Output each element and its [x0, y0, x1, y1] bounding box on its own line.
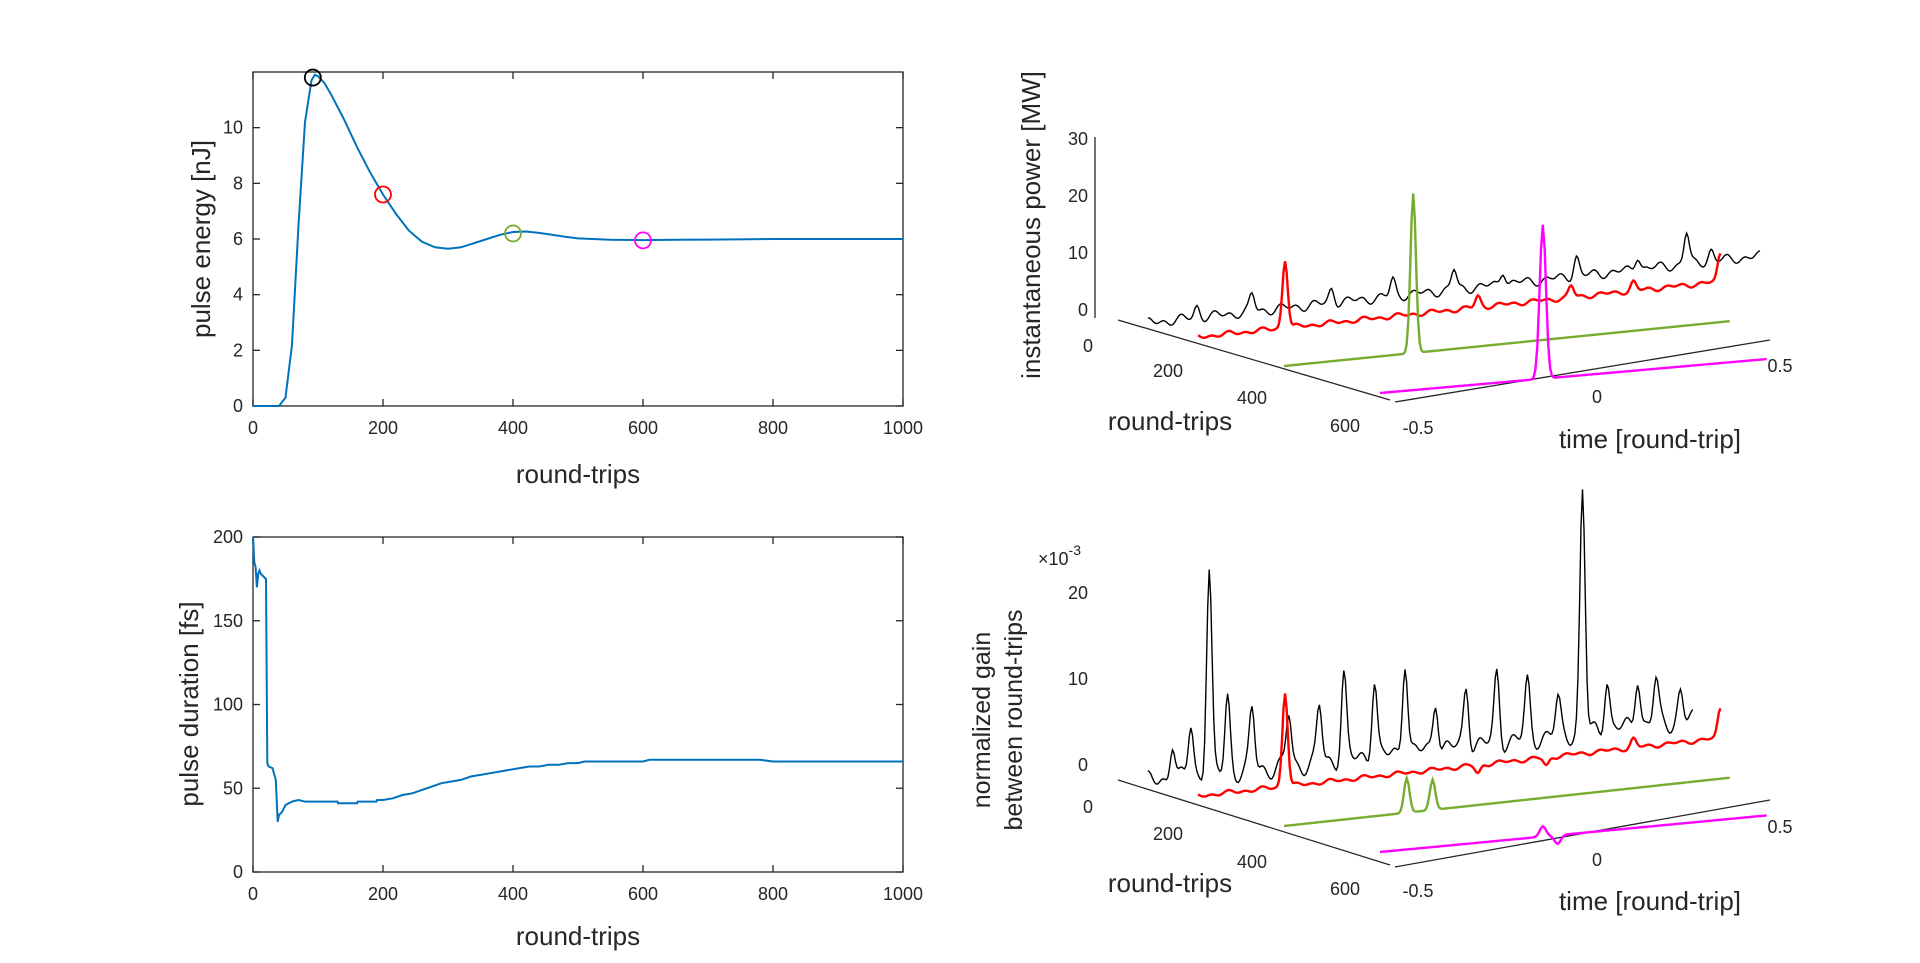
power-time-tick: -0.5 [1402, 418, 1433, 438]
gain-xlabel: time [round-trip] [1559, 886, 1741, 916]
power-roundtrip-tick: 600 [1330, 416, 1360, 436]
power-zlabel: instantaneous power [MW] [1016, 71, 1046, 379]
gain-z-tick: 0 [1078, 755, 1088, 775]
power-trace-92 [1147, 231, 1761, 326]
energy-ytick-label: 6 [233, 229, 243, 249]
power-z-tick: 0 [1078, 300, 1088, 320]
duration-xtick-label: 400 [498, 884, 528, 904]
gain-waterfall-chart: 0 200 400 600 -0.5 0 0.5 0 10 20 ×10-3 round-trip… [968, 489, 1793, 916]
gain-z-tick: 10 [1068, 669, 1088, 689]
power-time-tick: 0 [1592, 387, 1602, 407]
duration-xlabel: round-trips [516, 921, 640, 951]
power-time-tick: 0.5 [1767, 356, 1792, 376]
energy-xtick-label: 400 [498, 418, 528, 438]
duration-chart: 0 200 400 600 800 1000 0 50 100 150 200 round-trip… [174, 527, 923, 951]
energy-series-line [253, 73, 903, 407]
duration-series-line [252, 536, 903, 822]
gain-trace-200 [1197, 693, 1722, 798]
power-roundtrip-tick: 200 [1153, 361, 1183, 381]
energy-ytick-label: 10 [223, 118, 243, 138]
energy-chart: 0 200 400 600 800 1000 0 2 4 6 8 10 round-trips pul… [186, 68, 923, 489]
duration-xtick-label: 600 [628, 884, 658, 904]
power-trace-600 [1379, 224, 1767, 395]
energy-xlabel: round-trips [516, 459, 640, 489]
power-roundtrip-tick: 0 [1083, 336, 1093, 356]
energy-ytick-label: 2 [233, 340, 243, 360]
gain-roundtrip-tick: 400 [1237, 852, 1267, 872]
energy-marker [374, 185, 392, 204]
power-z-tick: 10 [1068, 243, 1088, 263]
gain-trace-400 [1283, 774, 1730, 828]
power-ylabel: round-trips [1108, 406, 1232, 436]
gain-roundtrip-axis [1117, 779, 1391, 866]
power-waterfall-chart: 0 200 400 600 -0.5 0 0.5 0 10 20 30 round-trips ti… [1016, 71, 1793, 454]
duration-ytick-label: 0 [233, 862, 243, 882]
gain-time-tick: 0 [1592, 850, 1602, 870]
energy-xtick-label: 200 [368, 418, 398, 438]
gain-trace-92 [1147, 489, 1694, 785]
duration-xtick-label: 1000 [883, 884, 923, 904]
duration-ylabel: pulse duration [fs] [174, 601, 204, 806]
gain-trace-600 [1379, 814, 1767, 854]
duration-ytick-label: 100 [213, 695, 243, 715]
energy-marker [634, 231, 652, 250]
gain-roundtrip-tick: 600 [1330, 879, 1360, 899]
energy-ytick-label: 8 [233, 173, 243, 193]
power-z-tick: 30 [1068, 129, 1088, 149]
gain-time-tick: -0.5 [1402, 881, 1433, 901]
gain-roundtrip-tick: 0 [1083, 797, 1093, 817]
duration-xtick-label: 200 [368, 884, 398, 904]
power-roundtrip-axis [1117, 319, 1391, 401]
gain-z-tick: 20 [1068, 583, 1088, 603]
gain-zlabel-line2: between round-trips [1000, 610, 1028, 831]
gain-roundtrip-tick: 200 [1153, 824, 1183, 844]
energy-xtick-label: 600 [628, 418, 658, 438]
energy-xtick-label: 0 [248, 418, 258, 438]
power-roundtrip-tick: 400 [1237, 388, 1267, 408]
gain-time-tick: 0.5 [1767, 817, 1792, 837]
gain-ylabel: round-trips [1108, 868, 1232, 898]
duration-ytick-label: 150 [213, 611, 243, 631]
energy-marker [504, 224, 522, 243]
power-trace-400 [1283, 193, 1730, 368]
power-trace-200 [1197, 252, 1722, 340]
power-time-axis [1394, 339, 1771, 403]
duration-xtick-label: 0 [248, 884, 258, 904]
duration-xtick-label: 800 [758, 884, 788, 904]
gain-zlabel-line1: normalized gain [968, 632, 996, 809]
duration-ytick-label: 50 [223, 778, 243, 798]
energy-ylabel: pulse energy [nJ] [186, 140, 216, 338]
energy-marker [303, 68, 322, 87]
duration-ytick-label: 200 [213, 527, 243, 547]
power-z-tick: 20 [1068, 186, 1088, 206]
gain-z-scale: ×10-3 [1038, 542, 1081, 569]
energy-ytick-label: 4 [233, 285, 243, 305]
energy-ytick-label: 0 [233, 396, 243, 416]
energy-xtick-label: 1000 [883, 418, 923, 438]
power-xlabel: time [round-trip] [1559, 424, 1741, 454]
energy-xtick-label: 800 [758, 418, 788, 438]
